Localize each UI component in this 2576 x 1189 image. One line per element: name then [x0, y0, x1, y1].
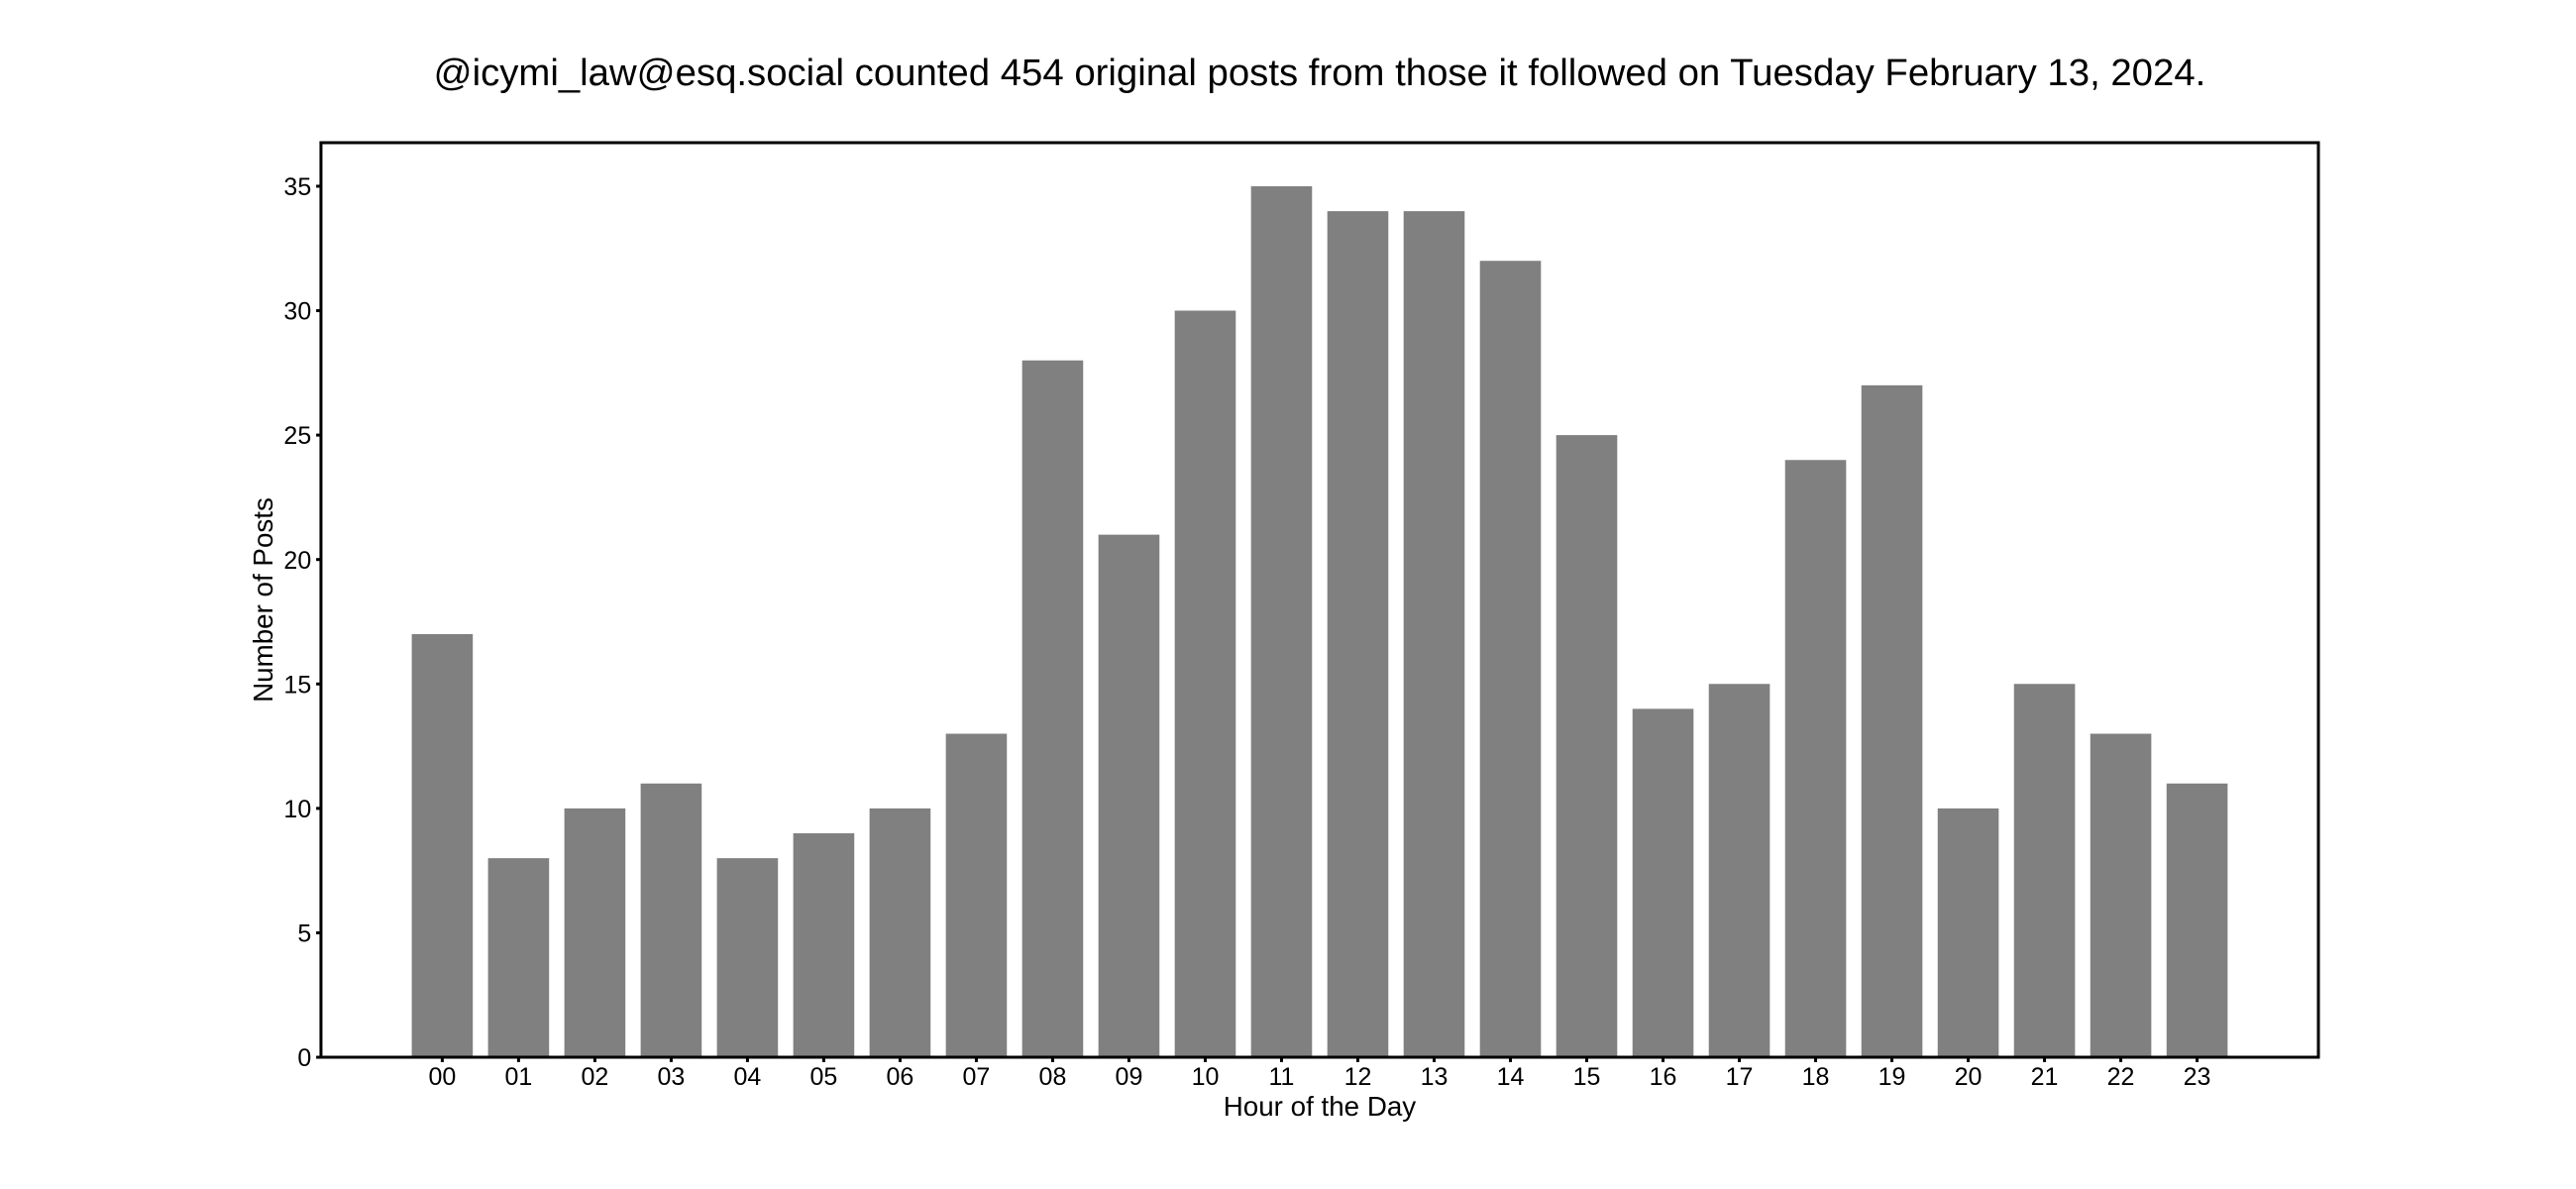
- svg-text:05: 05: [810, 1063, 838, 1091]
- svg-text:20: 20: [283, 547, 311, 575]
- svg-text:19: 19: [1878, 1063, 1906, 1091]
- svg-text:14: 14: [1497, 1063, 1525, 1091]
- svg-text:06: 06: [887, 1063, 914, 1091]
- svg-text:17: 17: [1726, 1063, 1754, 1091]
- svg-text:18: 18: [1802, 1063, 1830, 1091]
- svg-text:09: 09: [1116, 1063, 1143, 1091]
- svg-text:01: 01: [505, 1063, 533, 1091]
- svg-text:23: 23: [2184, 1063, 2211, 1091]
- svg-text:12: 12: [1344, 1063, 1372, 1091]
- svg-text:30: 30: [283, 298, 311, 326]
- svg-text:13: 13: [1421, 1063, 1449, 1091]
- svg-text:07: 07: [963, 1063, 991, 1091]
- svg-text:21: 21: [2031, 1063, 2059, 1091]
- svg-text:5: 5: [297, 920, 311, 948]
- svg-text:11: 11: [1269, 1063, 1295, 1091]
- svg-text:10: 10: [283, 796, 311, 823]
- svg-text:10: 10: [1192, 1063, 1220, 1091]
- svg-text:20: 20: [1955, 1063, 1983, 1091]
- svg-text:03: 03: [658, 1063, 686, 1091]
- svg-text:Number of Posts: Number of Posts: [248, 497, 278, 703]
- svg-text:22: 22: [2107, 1063, 2135, 1091]
- svg-text:0: 0: [297, 1044, 311, 1072]
- svg-text:Hour of the Day: Hour of the Day: [1224, 1091, 1417, 1122]
- svg-text:15: 15: [1573, 1063, 1601, 1091]
- svg-text:25: 25: [283, 422, 311, 450]
- svg-text:15: 15: [283, 671, 311, 699]
- svg-text:02: 02: [582, 1063, 609, 1091]
- svg-text:04: 04: [734, 1063, 762, 1091]
- svg-text:@icymi_law@esq.social counted: @icymi_law@esq.social counted 454 origin…: [434, 52, 2206, 94]
- svg-text:16: 16: [1650, 1063, 1677, 1091]
- svg-text:35: 35: [283, 173, 311, 201]
- svg-text:08: 08: [1039, 1063, 1067, 1091]
- svg-text:00: 00: [428, 1063, 456, 1091]
